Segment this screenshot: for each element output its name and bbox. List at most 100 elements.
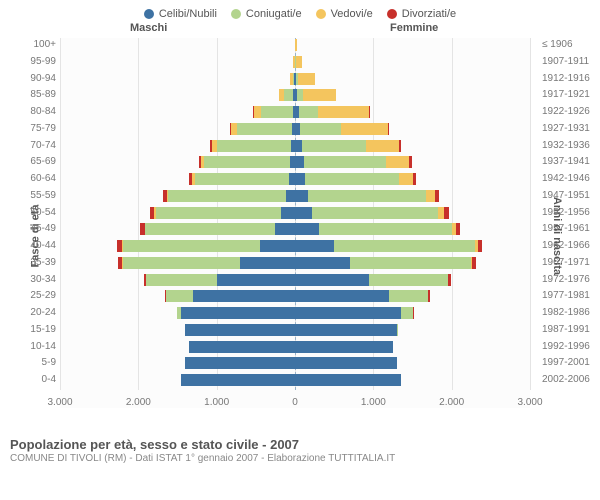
bar-female — [295, 307, 413, 319]
segment — [318, 106, 369, 118]
segment — [193, 290, 295, 302]
bar-male — [118, 257, 295, 269]
segment — [399, 140, 401, 152]
legend-label: Coniugati/e — [246, 8, 302, 20]
bar-male — [144, 274, 295, 286]
segment — [300, 123, 341, 135]
segment — [299, 106, 319, 118]
pyramid-row — [60, 189, 530, 206]
age-label: 0-4 — [4, 374, 56, 385]
birth-year-label: 1962-1966 — [542, 240, 600, 251]
segment — [369, 274, 447, 286]
pyramid-row — [60, 122, 530, 139]
plot-region: 3.0002.0001.00001.0002.0003.000 — [60, 38, 530, 408]
pyramid-row — [60, 172, 530, 189]
header-male: Maschi — [130, 22, 167, 34]
bar-female — [295, 274, 451, 286]
segment — [295, 341, 393, 353]
bar-male — [199, 156, 295, 168]
segment — [146, 274, 217, 286]
segment — [366, 140, 399, 152]
segment — [295, 257, 350, 269]
segment — [295, 173, 305, 185]
segment — [185, 324, 295, 336]
segment — [195, 173, 289, 185]
birth-year-label: 1977-1981 — [542, 290, 600, 301]
bar-male — [181, 374, 295, 386]
bar-male — [185, 357, 295, 369]
birth-year-label: 1932-1936 — [542, 140, 600, 151]
segment — [472, 257, 476, 269]
bar-female — [295, 173, 416, 185]
bar-female — [295, 357, 397, 369]
age-label: 25-29 — [4, 290, 56, 301]
bar-female — [295, 223, 460, 235]
bar-male — [163, 190, 295, 202]
segment — [295, 324, 397, 336]
birth-year-label: 1947-1951 — [542, 190, 600, 201]
bar-female — [295, 324, 398, 336]
age-label: 40-44 — [4, 240, 56, 251]
segment — [448, 274, 450, 286]
legend-swatch — [144, 9, 154, 19]
bar-female — [295, 156, 412, 168]
segment — [295, 223, 319, 235]
pyramid-row — [60, 222, 530, 239]
x-tick-label: 2.000 — [439, 397, 464, 408]
segment — [397, 324, 398, 336]
bar-female — [295, 56, 302, 68]
segment — [303, 89, 336, 101]
legend-label: Divorziati/e — [402, 8, 456, 20]
segment — [295, 156, 304, 168]
segment — [399, 173, 413, 185]
segment — [413, 173, 416, 185]
birth-year-label: 1922-1926 — [542, 106, 600, 117]
segment — [304, 156, 386, 168]
segment — [295, 140, 302, 152]
pyramid-row — [60, 306, 530, 323]
legend-label: Celibi/Nubili — [159, 8, 217, 20]
segment — [254, 106, 262, 118]
age-label: 100+ — [4, 39, 56, 50]
birth-year-label: 1912-1916 — [542, 73, 600, 84]
segment — [308, 190, 426, 202]
segment — [275, 223, 295, 235]
segment — [401, 307, 413, 319]
bar-female — [295, 73, 315, 85]
birth-year-label: 1987-1991 — [542, 324, 600, 335]
segment — [260, 240, 295, 252]
segment — [409, 156, 411, 168]
segment — [295, 190, 308, 202]
birth-year-label: 1957-1961 — [542, 223, 600, 234]
x-tick-label: 1.000 — [361, 397, 386, 408]
segment — [386, 156, 410, 168]
bar-male — [210, 140, 295, 152]
segment — [181, 307, 295, 319]
legend-item: Divorziati/e — [387, 8, 456, 20]
bar-female — [295, 207, 449, 219]
segment — [296, 56, 302, 68]
segment — [298, 73, 315, 85]
pyramid-row — [60, 55, 530, 72]
legend-swatch — [316, 9, 326, 19]
segment — [204, 156, 290, 168]
gender-headers: Maschi Femmine — [0, 20, 600, 38]
segment — [189, 341, 295, 353]
segment — [295, 274, 369, 286]
age-label: 5-9 — [4, 357, 56, 368]
bar-female — [295, 374, 401, 386]
segment — [123, 257, 241, 269]
birth-year-label: 1972-1976 — [542, 274, 600, 285]
pyramid-row — [60, 155, 530, 172]
segment — [334, 240, 475, 252]
bar-male — [185, 324, 295, 336]
segment — [295, 290, 389, 302]
header-female: Femmine — [390, 22, 438, 34]
segment — [444, 207, 449, 219]
pyramid-row — [60, 239, 530, 256]
segment — [123, 240, 260, 252]
segment — [319, 223, 452, 235]
segment — [456, 223, 461, 235]
age-label: 80-84 — [4, 106, 56, 117]
segment — [217, 274, 295, 286]
